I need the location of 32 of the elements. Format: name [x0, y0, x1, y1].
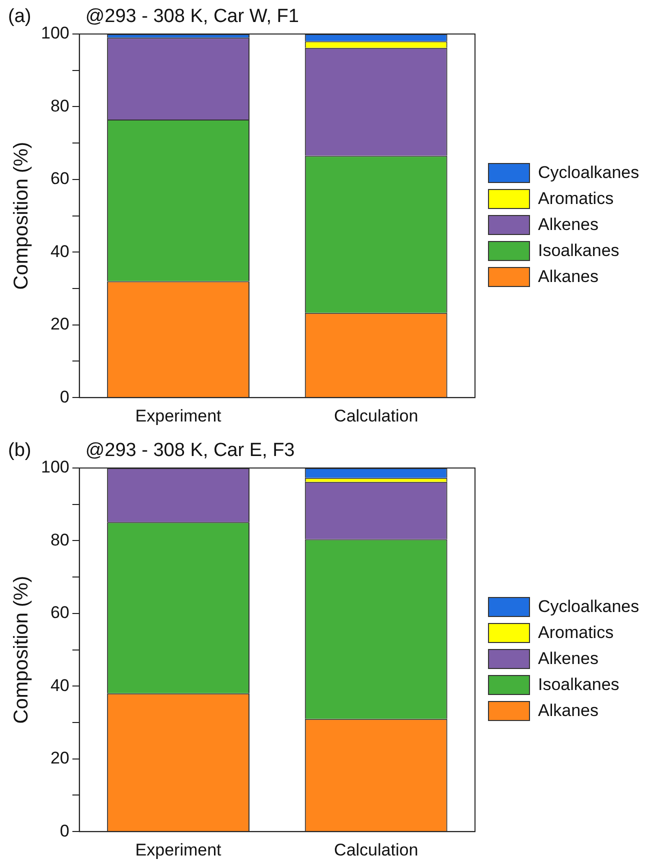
y-tick-label: 40 [50, 676, 70, 695]
y-tick-label: 100 [40, 458, 70, 477]
text: (b) [8, 440, 32, 461]
x-tick-label: Calculation [334, 406, 418, 426]
chart-title: @293 - 308 K, Car E, F3 [85, 440, 295, 461]
legend-label: Alkenes [538, 649, 598, 669]
y-axis-title: Composition (%) [10, 142, 33, 290]
y-tick-label: 20 [50, 748, 70, 768]
legend-label: Aromatics [538, 623, 614, 643]
text: (a) [8, 6, 32, 27]
y-axis-title: Composition (%) [10, 576, 33, 724]
chart-title: @293 - 308 K, Car W, F1 [85, 6, 299, 27]
y-tick-label: 0 [60, 387, 70, 406]
y-tick-label: 80 [50, 530, 70, 550]
y-tick-label: 0 [60, 821, 70, 840]
legend-label: Cycloalkanes [538, 163, 640, 183]
x-tick-label: Experiment [135, 406, 222, 426]
text: Isoalkanes [538, 675, 620, 695]
legend-label: Aromatics [538, 189, 614, 209]
y-tick-label: 40 [50, 242, 70, 261]
y-tick-label: 100 [40, 24, 70, 43]
y-tick-label: 20 [50, 314, 70, 334]
text: Isoalkanes [538, 241, 620, 261]
legend-label: Cycloalkanes [538, 597, 640, 617]
y-tick-label: 60 [50, 169, 70, 188]
legend-label: Alkanes [538, 701, 598, 721]
legend-label: Alkanes [538, 267, 598, 287]
x-tick-label: Experiment [135, 840, 222, 860]
y-tick-label: 80 [50, 96, 70, 116]
x-tick-label: Calculation [334, 840, 418, 860]
legend-label: Alkenes [538, 215, 598, 235]
y-tick-label: 60 [50, 603, 70, 622]
